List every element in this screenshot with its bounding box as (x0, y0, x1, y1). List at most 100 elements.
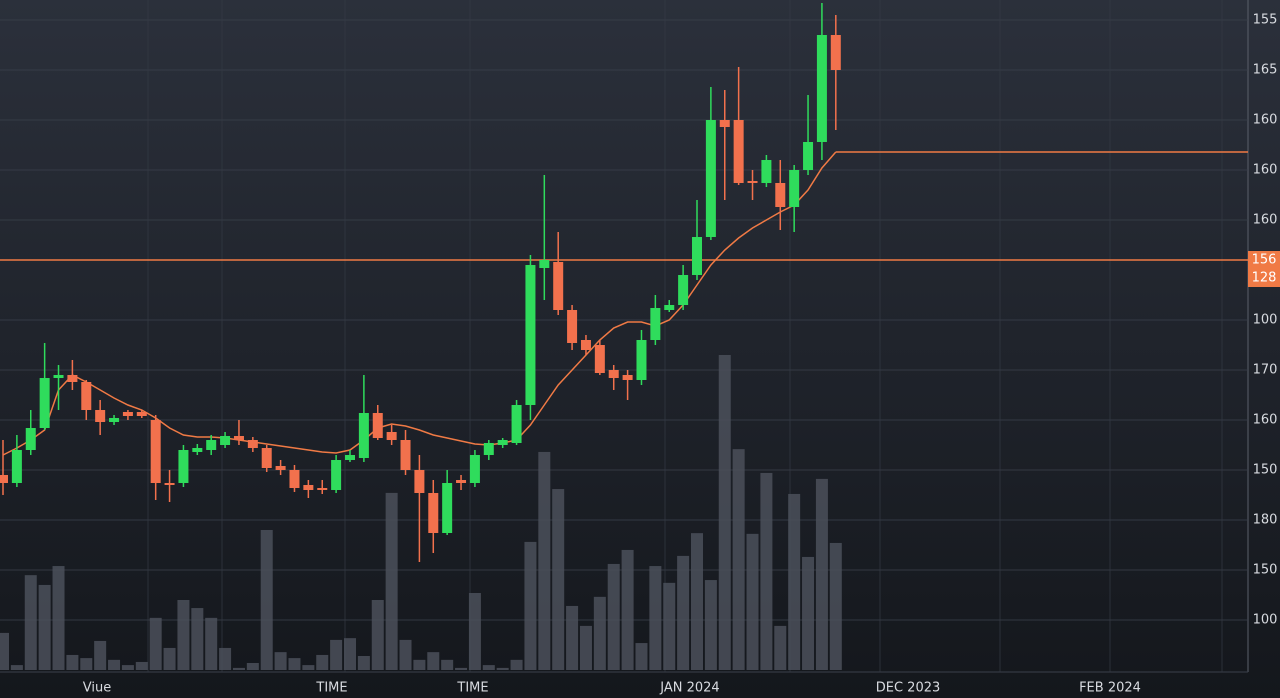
volume-bar (621, 549, 634, 670)
candle-body (81, 382, 92, 410)
volume-bar (538, 451, 551, 670)
volume-bar (219, 647, 232, 670)
candle-body (372, 413, 383, 438)
candle-body (803, 142, 814, 170)
volume-bar (246, 663, 259, 670)
candle-body (386, 432, 397, 440)
volume-bar (566, 605, 579, 670)
volume-bar (635, 643, 648, 670)
candle-body (164, 483, 175, 485)
candle-body (747, 181, 758, 183)
volume-bar (802, 556, 815, 670)
y-tick-label: 160 (1253, 113, 1278, 128)
candle-body (650, 308, 661, 340)
volume-bar (649, 566, 662, 670)
volume-bar (524, 541, 537, 670)
y-tick-label: 180 (1253, 513, 1278, 528)
volume-bar (468, 593, 481, 670)
candle-body (761, 160, 772, 183)
y-tick-label: 160 (1253, 213, 1278, 228)
volume-bar (704, 580, 717, 670)
x-tick-label: FEB 2024 (1079, 681, 1141, 696)
candle-body (247, 440, 258, 448)
volume-bar (510, 659, 523, 670)
volume-bar (413, 659, 426, 670)
volume-bar (205, 617, 218, 670)
candle-body (594, 345, 605, 373)
volume-bar (149, 617, 162, 670)
candle-body (109, 418, 120, 422)
volume-bar (302, 665, 315, 670)
volume-bar (788, 493, 801, 670)
candle-body (608, 370, 619, 378)
candle-body (553, 262, 564, 310)
volume-bar (177, 600, 190, 670)
volume-bar (815, 478, 828, 670)
candle-body (206, 440, 217, 450)
candle-body (39, 378, 50, 428)
candle-body (705, 120, 716, 237)
volume-bar (52, 566, 65, 670)
candle-body (830, 35, 841, 70)
candle-body (192, 448, 203, 452)
volume-bar (0, 632, 9, 670)
candle-body (469, 455, 480, 483)
volume-bar (80, 658, 93, 670)
y-tick-label: 160 (1253, 163, 1278, 178)
candle-body (816, 35, 827, 142)
volume-bar (482, 665, 495, 670)
candle-body (331, 460, 342, 490)
volume-bar (552, 489, 565, 670)
volume-bar (760, 472, 773, 670)
volume-bar (385, 492, 398, 670)
candle-body (539, 260, 550, 268)
volume-bar (774, 625, 787, 670)
candle-body (636, 340, 647, 380)
candle-body (525, 265, 536, 405)
candle-body (719, 120, 730, 127)
volume-bar (371, 600, 384, 670)
volume-bar (108, 659, 121, 670)
volume-bar (593, 596, 606, 670)
candle-body (289, 470, 300, 488)
candle-body (220, 436, 231, 445)
volume-bar (677, 555, 690, 670)
y-tick-label: 155 (1253, 13, 1278, 28)
candle-body (11, 450, 22, 483)
volume-bar (746, 533, 759, 670)
candle-body (442, 483, 453, 533)
candle-body (53, 375, 64, 378)
volume-bar (663, 582, 676, 670)
candle-body (317, 488, 328, 490)
candle-body (567, 310, 578, 343)
volume-bar (441, 659, 454, 670)
candle-body (692, 237, 702, 275)
price-tag (1248, 269, 1280, 287)
y-tick-label: 160 (1253, 413, 1278, 428)
volume-bar (260, 530, 273, 670)
y-tick-label: 165 (1253, 63, 1278, 78)
candle-body (580, 340, 591, 350)
volume-bar (455, 667, 468, 670)
candle-body (122, 412, 133, 416)
candle-body (95, 410, 106, 422)
candle-body (428, 493, 439, 533)
volume-bar (399, 639, 412, 670)
x-tick-label: TIME (456, 681, 488, 696)
candle-body (789, 170, 800, 207)
candle-body (664, 305, 675, 310)
candle-body (67, 375, 78, 382)
volume-bar (135, 661, 148, 670)
candle-body (775, 183, 786, 207)
candle-body (303, 485, 314, 490)
volume-bar (94, 640, 107, 670)
volume-bar (191, 608, 204, 670)
x-tick-label: DEC 2023 (876, 681, 941, 696)
x-tick-label: JAN 2024 (659, 681, 719, 696)
price-tag-label: 128 (1252, 271, 1277, 286)
volume-bar (496, 667, 509, 670)
volume-bar (718, 355, 731, 670)
volume-bar (330, 639, 343, 670)
